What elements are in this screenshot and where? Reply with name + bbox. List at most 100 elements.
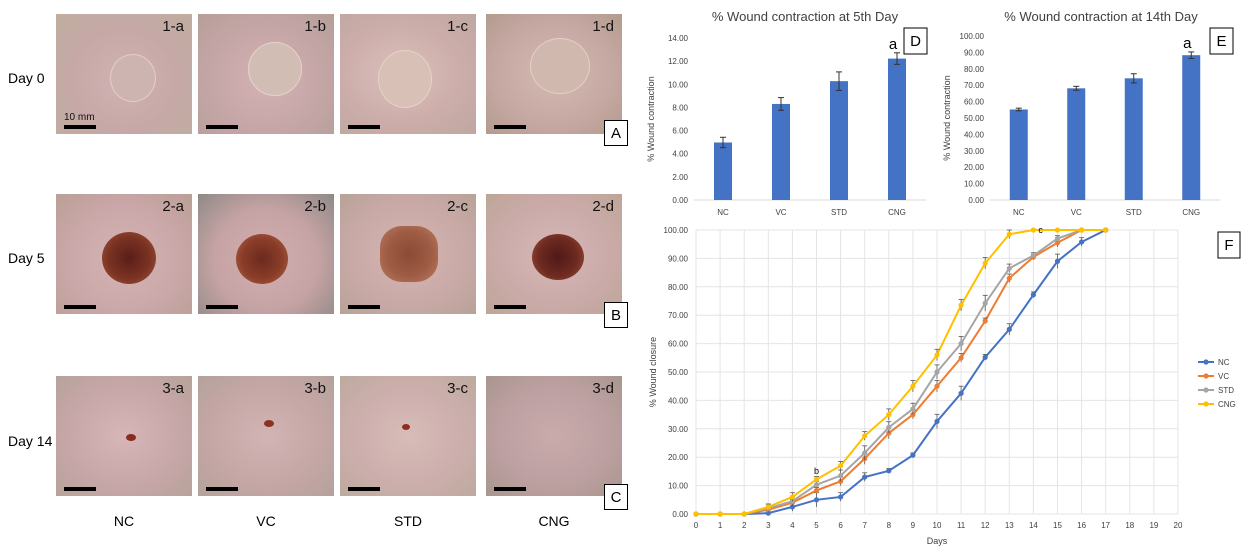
x-tick-label: 10 [933,521,942,530]
photo-label: 2-c [447,198,468,215]
chart-title: % Wound contraction at 14th Day [1004,9,1198,24]
series-line-vc [696,229,1106,515]
y-tick-label: 30.00 [668,425,689,434]
legend-marker [1203,401,1209,407]
series-line-cng [696,229,1106,515]
bar-vc [772,103,790,200]
chart-title: % Wound contraction at 5th Day [712,9,899,24]
data-point-vc [958,355,964,361]
photo-label: 1-d [592,18,614,35]
y-tick-label: 8.00 [672,103,688,112]
photo-label: 1-a [162,18,184,35]
data-point-nc [886,468,892,474]
bar-nc [1009,109,1028,200]
series-line-nc [696,229,1107,515]
x-tick-label: 5 [814,521,819,530]
x-tick-label: 7 [862,521,867,530]
y-tick-label: 80.00 [668,283,689,292]
data-point-cng [789,494,795,500]
y-tick-label: 4.00 [672,150,688,159]
x-tick-label: 19 [1149,521,1158,530]
data-point-cng [910,383,916,389]
y-axis-label: % Wound contraction [646,76,656,161]
scale-bar [64,305,96,309]
data-point-nc [789,504,795,510]
wound-photo-3b: 3-b [198,376,334,496]
x-tick-label: 14 [1029,521,1038,530]
scale-bar [348,487,380,491]
significance-label: b [814,466,819,476]
photo-label: 1-c [447,18,468,35]
bar-cng [1182,55,1201,200]
wound-photo-1b: 1-b [198,14,334,134]
data-point-nc [934,418,940,425]
y-tick-label: 14.00 [668,34,689,43]
x-tick-label: STD [831,208,847,217]
data-point-nc [1054,258,1061,264]
wound-photo-2b: 2-b [198,194,334,314]
data-point-std [910,406,916,412]
data-point-nc [1079,239,1085,245]
photo-label: 3-a [162,380,184,397]
data-point-nc [813,497,820,503]
data-point-nc [1030,292,1036,298]
group-label-vc: VC [256,513,276,529]
legend-label-nc: NC [1218,358,1230,367]
wound-photo-1c: 1-c [340,14,476,134]
panel-letter-box [1209,27,1234,55]
y-tick-label: 0.00 [672,510,688,519]
data-point-cng [741,511,747,517]
panel-letter: D [910,33,921,50]
y-tick-label: 80.00 [964,65,985,74]
x-tick-label: 15 [1053,521,1062,530]
panel-letter-b: B [604,302,628,328]
y-tick-label: 70.00 [668,311,689,320]
data-point-nc [862,474,868,480]
data-point-cng [862,433,868,439]
y-tick-label: 70.00 [964,81,985,90]
y-tick-label: 50.00 [964,114,985,123]
y-tick-label: 20.00 [964,163,985,172]
data-point-cng [813,476,820,482]
y-tick-label: 60.00 [668,340,689,349]
x-tick-label: 1 [718,521,723,530]
x-tick-label: CNG [888,208,906,217]
bar-std [1124,78,1143,200]
wound-photo-2c: 2-c [340,194,476,314]
row-label-day14: Day 14 [8,433,53,449]
data-point-std [1054,235,1061,242]
data-point-cng [958,302,964,308]
panel-letter-c: C [604,484,628,510]
data-point-std [886,424,892,430]
bar-vc [1067,88,1086,200]
photo-label: 3-d [592,380,614,397]
data-point-std [1030,252,1036,259]
y-axis-label: % Wound closure [648,337,658,407]
data-point-cng [1103,227,1109,233]
x-tick-label: 3 [766,521,771,530]
data-point-nc [958,390,964,396]
y-tick-label: 0.00 [672,196,688,205]
wound-photo-2d: 2-d [486,194,622,314]
scale-bar [494,487,526,491]
data-point-nc [838,494,844,500]
data-point-cng [765,504,771,510]
data-point-cng [1030,227,1036,233]
scale-bar [206,487,238,491]
x-tick-label: CNG [1182,208,1200,217]
data-point-vc [934,383,940,389]
data-point-cng [886,412,892,418]
data-point-cng [1054,227,1061,233]
y-tick-label: 60.00 [964,98,985,107]
x-tick-label: STD [1126,208,1142,217]
legend-label-std: STD [1218,386,1234,395]
data-point-vc [813,487,820,494]
data-point-nc [982,354,988,360]
scale-bar [348,305,380,309]
x-tick-label: 8 [887,521,892,530]
wound-photo-1d: 1-d [486,14,622,134]
panel-letter-box [903,27,928,55]
photo-label: 3-b [304,380,326,397]
row-label-day0: Day 0 [8,70,45,86]
legend-label-vc: VC [1218,372,1229,381]
